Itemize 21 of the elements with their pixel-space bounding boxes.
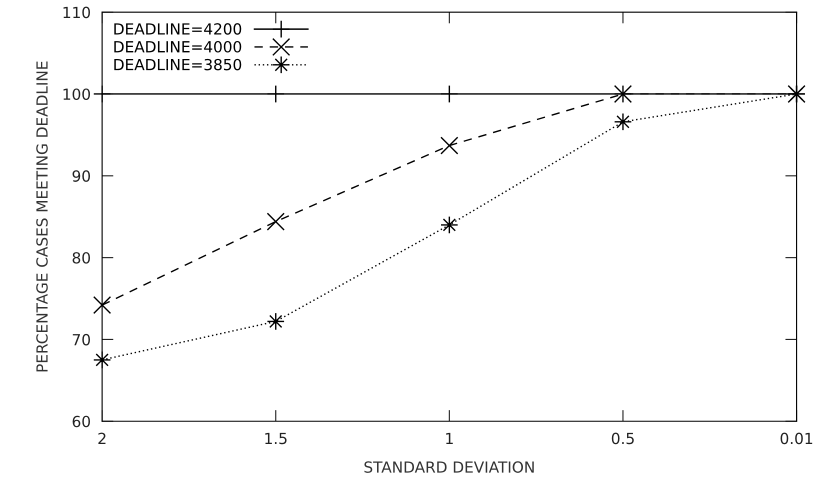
x-tick-label: 1 bbox=[446, 432, 453, 444]
y-tick-label: 80 bbox=[72, 252, 90, 264]
point bbox=[93, 296, 112, 314]
legend-label: DEADLINE=3850 bbox=[114, 58, 242, 70]
point bbox=[266, 212, 285, 231]
legend-label: DEADLINE=4000 bbox=[114, 40, 242, 53]
x-axis-title: STANDARD DEVIATION bbox=[364, 461, 534, 473]
y-tick-label: 60 bbox=[72, 416, 90, 428]
legend-label: DEADLINE=4200 bbox=[114, 23, 242, 35]
x-tick-label: 1.5 bbox=[265, 432, 287, 444]
x-tick-label: 2 bbox=[98, 432, 106, 444]
x-tick-label: 0.5 bbox=[612, 432, 634, 444]
y-tick-label: 110 bbox=[64, 6, 90, 18]
y-tick-label: 70 bbox=[72, 334, 90, 346]
x-tick-label: 0.01 bbox=[780, 432, 812, 444]
point bbox=[266, 312, 285, 330]
y-tick-label: 100 bbox=[64, 88, 90, 100]
y-axis-title: PERCENTAGE CASES MEETING DEADLINE bbox=[36, 62, 48, 372]
y-tick-label: 90 bbox=[72, 170, 90, 182]
point bbox=[440, 216, 458, 234]
point bbox=[440, 136, 458, 155]
